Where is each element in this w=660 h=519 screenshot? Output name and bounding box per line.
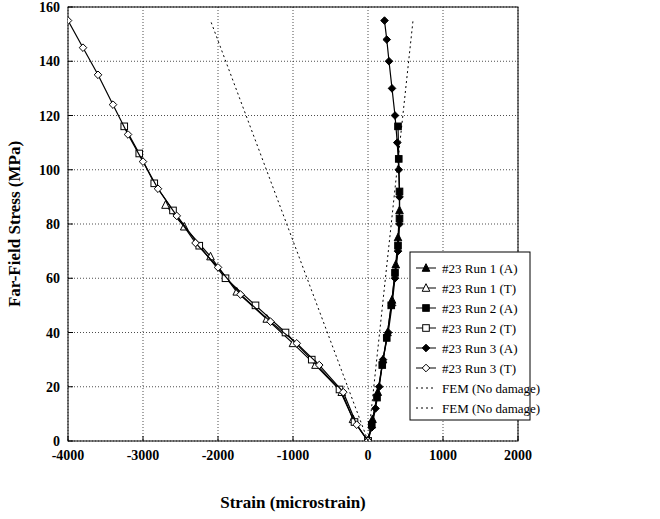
grid-line (68, 224, 518, 225)
marker (173, 212, 181, 220)
marker (94, 71, 102, 79)
marker (154, 185, 162, 193)
marker (391, 274, 399, 282)
marker (379, 356, 387, 364)
tick (68, 115, 73, 116)
marker (109, 101, 117, 109)
x-axis-label: Strain (microstrain) (220, 493, 366, 512)
series-line (211, 21, 369, 441)
legend-label: #23 Run 3 (A) (442, 341, 517, 356)
legend-marker (422, 264, 430, 272)
x-tick-label: -3000 (127, 448, 160, 463)
legend-label: #23 Run 1 (A) (442, 261, 517, 276)
marker (293, 340, 301, 348)
marker (383, 36, 391, 44)
tick (68, 61, 73, 62)
tick (68, 224, 73, 225)
legend-label: #23 Run 2 (A) (442, 301, 517, 316)
marker (237, 291, 245, 299)
marker (372, 405, 380, 413)
tick (293, 436, 294, 441)
x-tick-label: 1000 (429, 448, 457, 463)
marker (214, 264, 222, 272)
marker (391, 112, 399, 120)
x-tick-label: 2000 (504, 448, 532, 463)
marker (388, 85, 396, 93)
series-line (68, 21, 368, 441)
legend-label: #23 Run 1 (T) (442, 281, 516, 296)
legend-marker (423, 305, 430, 312)
marker (384, 329, 392, 337)
legend-label: FEM (No damage) (442, 381, 540, 396)
marker (124, 131, 132, 139)
y-tick-label: 100 (39, 163, 60, 178)
marker (385, 57, 393, 65)
y-tick-label: 20 (46, 380, 60, 395)
legend-marker (422, 344, 430, 352)
marker (339, 388, 347, 396)
marker (68, 17, 72, 25)
tick (143, 436, 144, 441)
x-tick-label: -2000 (202, 448, 235, 463)
marker (396, 220, 404, 228)
marker (395, 166, 403, 174)
legend-line (416, 408, 436, 409)
legend-marker (422, 364, 430, 372)
data-area (68, 17, 413, 441)
tick (68, 278, 73, 279)
legend: #23 Run 1 (A) #23 Run 1 (T) #23 Run 2 (A) #… (410, 252, 540, 420)
y-tick-label: 60 (46, 271, 60, 286)
tick (68, 332, 73, 333)
legend-marker (422, 284, 430, 292)
series-line (166, 205, 369, 441)
grid-line (68, 169, 518, 170)
marker (162, 201, 170, 209)
y-axis-label: Far-Field Stress (MPa) (5, 141, 24, 307)
marker (192, 239, 200, 247)
y-tick-label: 140 (39, 54, 60, 69)
series-line (124, 126, 368, 441)
legend-label: FEM (No damage) (442, 401, 540, 416)
tick (443, 436, 444, 441)
marker (394, 247, 402, 255)
y-tick-label: 80 (46, 217, 60, 232)
marker (375, 383, 383, 391)
marker (79, 44, 87, 52)
series-line (368, 21, 413, 441)
grid-line (68, 115, 518, 116)
tick (68, 386, 73, 387)
marker (267, 318, 275, 326)
legend-label: #23 Run 3 (T) (442, 361, 516, 376)
grid-line (68, 61, 518, 62)
marker (388, 302, 396, 310)
legend-marker (423, 325, 430, 332)
legend-label: #23 Run 2 (T) (442, 321, 516, 336)
tick (218, 436, 219, 441)
marker (396, 193, 404, 201)
x-tick-label: 0 (365, 448, 372, 463)
y-tick-label: 120 (39, 109, 60, 124)
y-tick-label: 0 (53, 434, 60, 449)
legend-line (416, 388, 436, 389)
y-tick-label: 160 (39, 0, 60, 15)
marker (381, 17, 389, 25)
tick (68, 169, 73, 170)
x-tick-label: -1000 (277, 448, 310, 463)
x-tick-label: -4000 (52, 448, 85, 463)
chart: -4000 -3000 -2000 -1000 0 1000 2000 0 20 40 60 80 10… (0, 0, 660, 519)
series-line (368, 21, 400, 441)
y-tick-label: 40 (46, 326, 60, 341)
marker (139, 158, 147, 166)
marker (315, 361, 323, 369)
marker (353, 421, 361, 429)
